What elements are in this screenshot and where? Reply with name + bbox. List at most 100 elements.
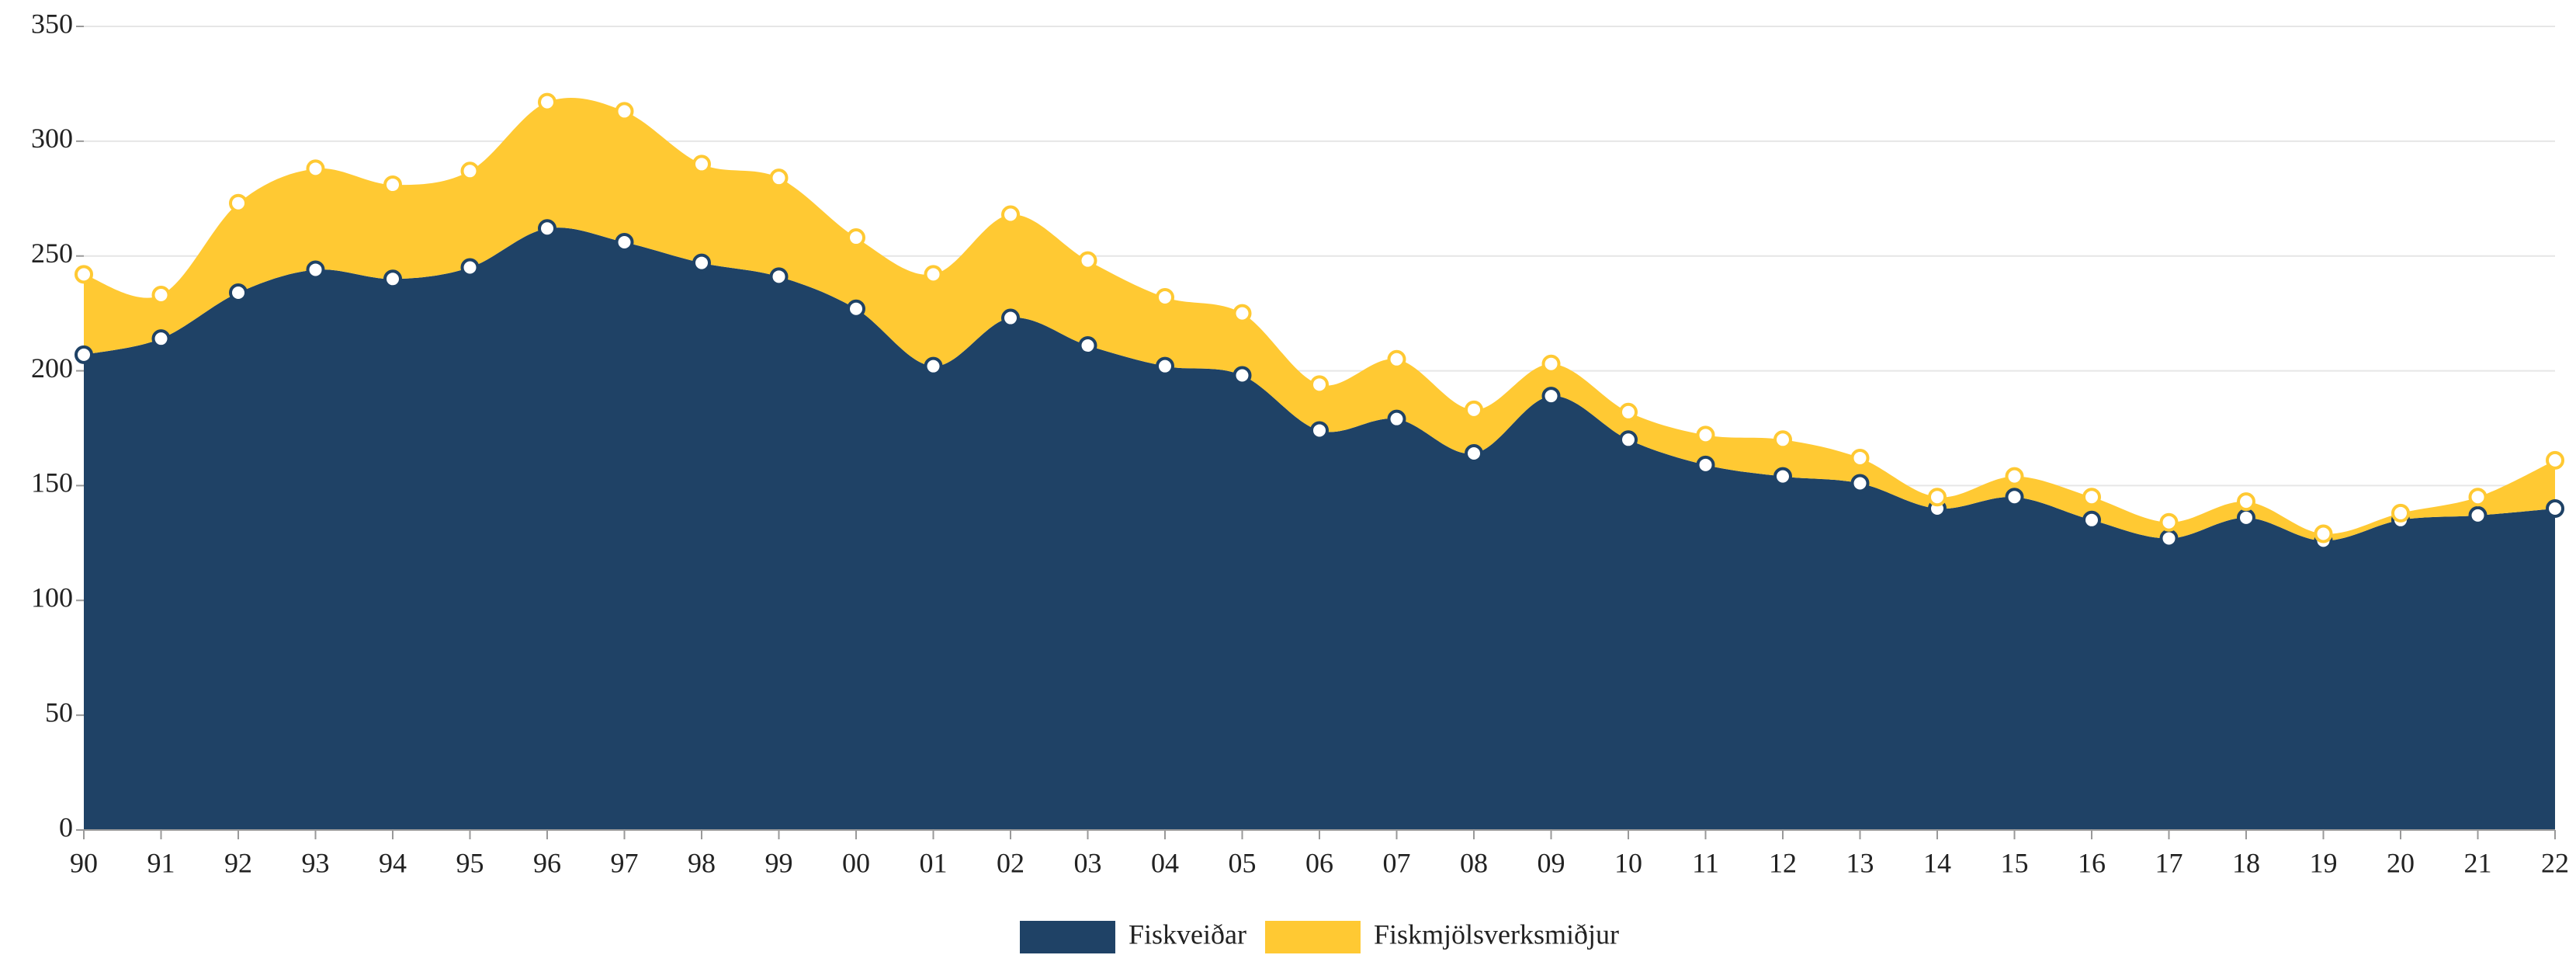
- x-tick-label: 93: [302, 847, 330, 878]
- point: [1465, 444, 1483, 464]
- point: [229, 193, 248, 213]
- x-tick-label: 03: [1074, 847, 1102, 878]
- point: [1850, 448, 1870, 467]
- point: [2082, 510, 2101, 530]
- x-tick-label: 99: [765, 847, 793, 878]
- y-tick-label: 0: [59, 811, 73, 842]
- point: [306, 159, 325, 179]
- point: [847, 228, 865, 248]
- point: [2468, 488, 2488, 507]
- point: [924, 356, 943, 376]
- point: [538, 219, 556, 238]
- x-tick-label: 17: [2155, 847, 2183, 878]
- x-tick-label: 08: [1460, 847, 1488, 878]
- x-tick-label: 91: [147, 847, 175, 878]
- point: [1001, 308, 1020, 328]
- y-tick-label: 50: [45, 696, 73, 728]
- y-tick-label: 300: [31, 123, 73, 154]
- x-tick-label: 13: [1846, 847, 1874, 878]
- point: [1078, 336, 1097, 356]
- point: [1310, 375, 1329, 394]
- x-tick-label: 10: [1614, 847, 1642, 878]
- x-tick-label: 19: [2310, 847, 2338, 878]
- x-tick-label: 22: [2541, 847, 2569, 878]
- legend-swatch: [1264, 921, 1361, 953]
- point: [2082, 488, 2101, 507]
- point: [1233, 304, 1252, 323]
- legend-label: Fiskveiðar: [1129, 919, 1246, 950]
- x-tick-label: 14: [1923, 847, 1951, 878]
- y-tick-label: 100: [31, 582, 73, 613]
- point: [2159, 512, 2179, 532]
- x-tick-label: 18: [2232, 847, 2260, 878]
- point: [1850, 474, 1870, 493]
- point: [2237, 508, 2255, 527]
- point: [1541, 387, 1561, 406]
- point: [1001, 205, 1020, 224]
- point: [769, 168, 789, 188]
- point: [460, 258, 480, 277]
- point: [769, 267, 789, 286]
- point: [75, 265, 93, 284]
- x-tick-label: 21: [2464, 847, 2492, 878]
- point: [229, 283, 248, 303]
- point: [383, 175, 402, 195]
- point: [1928, 488, 1947, 507]
- point: [1078, 251, 1097, 270]
- point: [1387, 349, 1406, 369]
- point: [538, 92, 556, 112]
- point: [2005, 488, 2024, 507]
- y-tick-label: 150: [31, 467, 73, 498]
- x-tick-label: 01: [920, 847, 948, 878]
- y-tick-label: 200: [31, 352, 73, 384]
- point: [1156, 287, 1174, 307]
- y-tick-label: 350: [31, 8, 73, 39]
- point: [1156, 356, 1174, 376]
- point: [1619, 402, 1638, 422]
- point: [2314, 524, 2333, 543]
- point: [460, 161, 480, 181]
- x-tick-label: 04: [1151, 847, 1179, 878]
- x-tick-label: 95: [456, 847, 484, 878]
- x-tick-label: 16: [2078, 847, 2106, 878]
- point: [847, 299, 865, 318]
- point: [1773, 467, 1792, 486]
- area: [84, 227, 2555, 831]
- point: [1310, 421, 1329, 440]
- point: [383, 269, 402, 289]
- x-tick-label: 94: [379, 847, 407, 878]
- point: [2546, 499, 2564, 518]
- x-tick-label: 92: [224, 847, 252, 878]
- point: [924, 265, 943, 284]
- point: [1541, 354, 1561, 373]
- x-tick-label: 96: [533, 847, 561, 878]
- point: [1773, 430, 1792, 450]
- x-tick-label: 15: [2001, 847, 2029, 878]
- x-tick-label: 20: [2387, 847, 2415, 878]
- point: [1387, 409, 1406, 429]
- x-tick-label: 90: [70, 847, 98, 878]
- x-tick-label: 09: [1538, 847, 1565, 878]
- point: [1465, 400, 1483, 419]
- point: [306, 260, 325, 280]
- point: [692, 253, 711, 273]
- point: [2237, 492, 2255, 512]
- point: [615, 102, 634, 121]
- x-tick-label: 97: [611, 847, 639, 878]
- point: [2391, 503, 2410, 523]
- x-tick-label: 11: [1692, 847, 1719, 878]
- x-tick-label: 12: [1769, 847, 1797, 878]
- point: [151, 329, 171, 349]
- point: [2468, 505, 2488, 525]
- x-tick-label: 07: [1383, 847, 1411, 878]
- point: [2546, 450, 2564, 470]
- point: [692, 155, 711, 174]
- point: [75, 345, 93, 364]
- x-tick-label: 98: [688, 847, 716, 878]
- y-tick-label: 250: [31, 238, 73, 269]
- legend-label: Fiskmjölsverksmiðjur: [1374, 919, 1619, 950]
- legend-swatch: [1019, 921, 1115, 953]
- point: [1696, 425, 1715, 445]
